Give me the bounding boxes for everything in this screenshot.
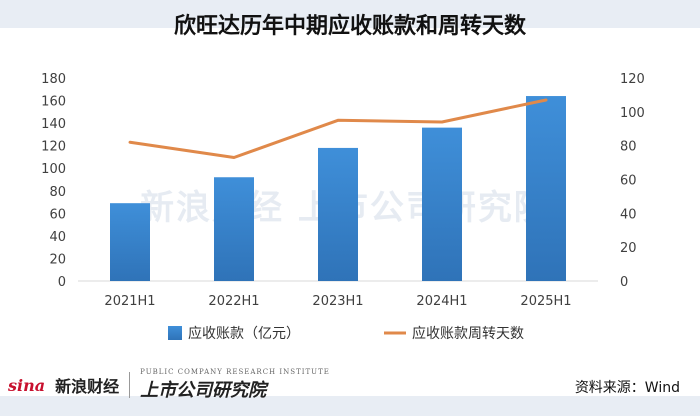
research-logo: PUBLIC COMPANY RESEARCH INSTITUTE 上市公司研究… — [140, 368, 330, 402]
y-left-tick-label: 100 — [41, 162, 66, 177]
research-logo-cn: 上市公司研究院 — [140, 380, 267, 401]
y-right-tick-label: 100 — [620, 106, 645, 121]
bar-2022H1 — [214, 177, 254, 281]
footer-logos: sina 新浪财经 PUBLIC COMPANY RESEARCH INSTIT… — [8, 368, 330, 402]
y-left-tick-label: 180 — [41, 72, 66, 87]
x-tick-label: 2023H1 — [312, 294, 363, 309]
research-logo-en: PUBLIC COMPANY RESEARCH INSTITUTE — [140, 368, 330, 376]
y-right-tick-label: 60 — [620, 174, 637, 189]
sina-finance-logo: 新浪财经 — [55, 377, 120, 396]
source-note: 资料来源：Wind — [574, 380, 680, 396]
top-band — [0, 0, 700, 28]
legend-bar-swatch — [168, 326, 182, 340]
bottom-band — [0, 396, 700, 416]
footer-divider — [129, 372, 131, 398]
chart-title: 欣旺达历年中期应收账款和周转天数 — [173, 14, 526, 39]
bar-2024H1 — [422, 127, 462, 281]
bar-2021H1 — [110, 203, 150, 281]
y-right-tick-label: 20 — [620, 241, 637, 256]
y-left-tick-label: 140 — [41, 117, 66, 132]
y-right-tick-label: 0 — [620, 275, 628, 290]
legend-bar-label: 应收账款（亿元） — [188, 325, 300, 342]
y-left-tick-label: 160 — [41, 95, 66, 110]
y-right-tick-label: 40 — [620, 207, 637, 222]
bar-2023H1 — [318, 147, 358, 281]
y-left-tick-label: 60 — [49, 207, 66, 222]
bar-2025H1 — [526, 96, 566, 282]
y-left-tick-label: 20 — [49, 252, 66, 267]
sina-logo: sina — [8, 375, 46, 395]
y-right-tick-label: 80 — [620, 140, 637, 155]
y-left-tick-label: 120 — [41, 140, 66, 155]
y-left-tick-label: 0 — [58, 275, 66, 290]
x-tick-label: 2021H1 — [104, 294, 155, 309]
legend-line-label: 应收账款周转天数 — [412, 325, 524, 342]
y-left-tick-label: 40 — [49, 230, 66, 245]
y-right-tick-label: 120 — [620, 72, 645, 87]
y-left-tick-label: 80 — [49, 185, 66, 200]
x-tick-label: 2022H1 — [208, 294, 259, 309]
x-tick-label: 2025H1 — [520, 294, 571, 309]
x-tick-label: 2024H1 — [416, 294, 467, 309]
